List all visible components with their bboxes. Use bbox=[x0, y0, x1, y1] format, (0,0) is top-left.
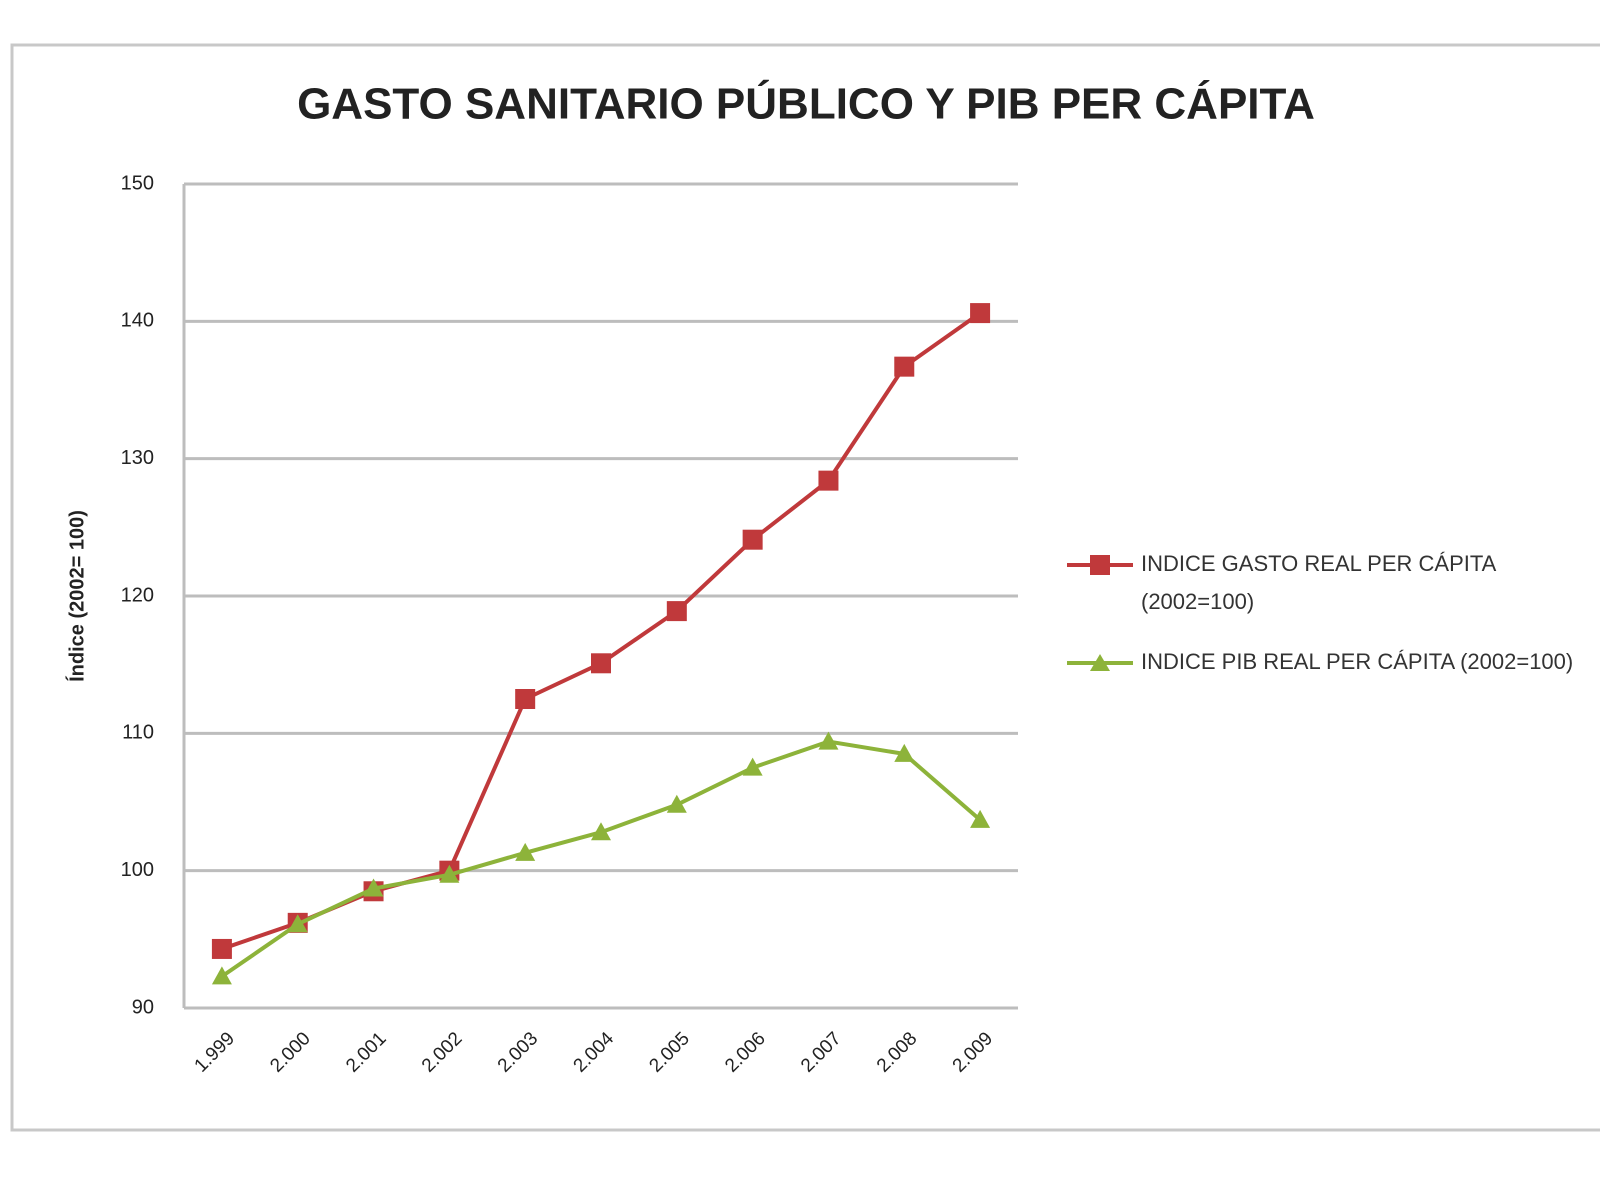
marker bbox=[742, 529, 763, 550]
x-tick-label: 2.002 bbox=[418, 1028, 466, 1076]
chart-title: GASTO SANITARIO PÚBLICO Y PIB PER CÁPITA bbox=[297, 79, 1315, 129]
legend-swatch bbox=[1067, 654, 1133, 671]
marker bbox=[591, 653, 611, 674]
y-tick-label: 130 bbox=[121, 447, 154, 469]
legend-entry: INDICE PIB REAL PER CÁPITA (2002=100) bbox=[1065, 643, 1585, 681]
legend: INDICE GASTO REAL PER CÁPITA (2002=100) I… bbox=[1065, 545, 1585, 703]
marker bbox=[818, 731, 839, 750]
marker bbox=[287, 914, 308, 933]
marker bbox=[515, 842, 536, 861]
x-tick-label: 2.001 bbox=[342, 1028, 390, 1076]
marker bbox=[211, 938, 232, 959]
x-tick-label: 2.005 bbox=[645, 1028, 693, 1076]
x-tick-label: 2.007 bbox=[797, 1028, 845, 1076]
marker bbox=[666, 794, 687, 813]
marker bbox=[666, 601, 687, 622]
marker bbox=[742, 757, 763, 776]
series-line bbox=[220, 739, 982, 979]
frame bbox=[10, 43, 1600, 1132]
y-tick-label: 140 bbox=[121, 310, 154, 332]
x-tick-label: 2.000 bbox=[266, 1028, 314, 1076]
legend-marker bbox=[1090, 555, 1110, 575]
legend-swatch bbox=[1067, 555, 1133, 575]
marker bbox=[211, 966, 232, 985]
legend-marker bbox=[1090, 654, 1110, 671]
x-tick-label: 2.006 bbox=[721, 1028, 769, 1076]
y-tick-label: 90 bbox=[132, 996, 154, 1018]
x-tick-label: 2.008 bbox=[873, 1028, 921, 1076]
y-tick-label: 150 bbox=[121, 172, 154, 194]
x-tick-label: 1.999 bbox=[191, 1028, 239, 1076]
y-tick-label: 120 bbox=[121, 584, 154, 606]
marker bbox=[515, 689, 536, 709]
marker bbox=[970, 303, 991, 324]
y-axis-label: Índice (2002= 100) bbox=[65, 510, 88, 682]
legend-label: INDICE PIB REAL PER CÁPITA (2002=100) bbox=[1141, 649, 1574, 674]
marker bbox=[439, 864, 460, 883]
marker bbox=[363, 878, 384, 897]
marker bbox=[894, 356, 915, 377]
legend-label: INDICE GASTO REAL PER CÁPITA (2002=100) bbox=[1141, 551, 1496, 614]
x-tick-label: 2.004 bbox=[570, 1028, 619, 1077]
x-tick-label: 2.009 bbox=[949, 1028, 997, 1076]
series-line bbox=[221, 311, 982, 951]
marker bbox=[818, 470, 839, 491]
y-tick-label: 100 bbox=[121, 859, 154, 881]
legend-entry: INDICE GASTO REAL PER CÁPITA (2002=100) bbox=[1065, 545, 1585, 621]
x-tick-label: 2.003 bbox=[494, 1028, 542, 1076]
y-tick-label: 110 bbox=[122, 722, 154, 744]
marker bbox=[970, 809, 991, 828]
marker bbox=[591, 822, 611, 841]
marker bbox=[894, 743, 915, 762]
